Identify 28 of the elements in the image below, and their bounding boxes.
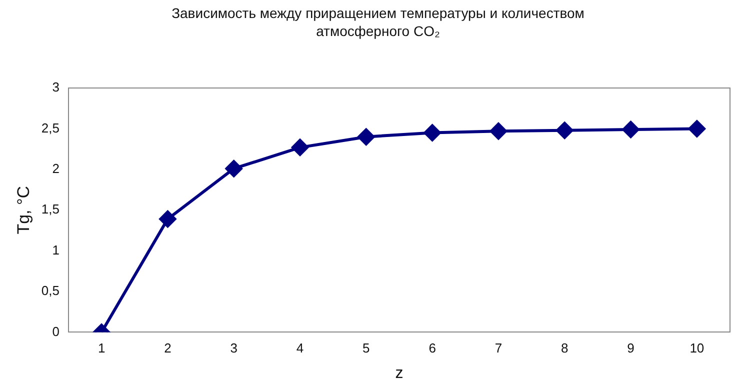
- y-tick-label: 3: [52, 80, 60, 95]
- x-tick-label: 4: [296, 340, 304, 356]
- point: [556, 122, 574, 139]
- y-tick-label: 2: [52, 160, 60, 176]
- x-tick-label: 1: [98, 340, 106, 356]
- x-tick-label: 10: [690, 340, 704, 356]
- y-tick-label: 2,5: [41, 120, 60, 136]
- point: [490, 122, 507, 140]
- point: [292, 138, 309, 156]
- y-tick-label: 1,5: [41, 202, 60, 217]
- point: [225, 160, 242, 178]
- x-tick-label: 7: [494, 340, 502, 356]
- chart-title: Зависимость между приращением температуры и количеством атмосферного CO₂: [170, 4, 586, 41]
- x-tick-label: 8: [561, 340, 568, 356]
- point: [424, 124, 441, 142]
- point: [688, 120, 706, 138]
- point: [622, 121, 640, 138]
- x-tick-label: 3: [230, 340, 238, 356]
- x-tick-label: 6: [428, 340, 436, 356]
- y-tick-label: 0: [52, 324, 60, 339]
- y-axis-title: Tg, °C: [14, 186, 33, 234]
- x-axis-title: z: [395, 364, 404, 382]
- x-tick-label: 2: [164, 340, 172, 356]
- x-tick-label: 5: [362, 340, 370, 356]
- x-tick-label: 9: [627, 340, 634, 356]
- y-tick-label: 0,5: [41, 283, 60, 298]
- y-tick-label: 1: [52, 242, 60, 258]
- point: [358, 128, 375, 146]
